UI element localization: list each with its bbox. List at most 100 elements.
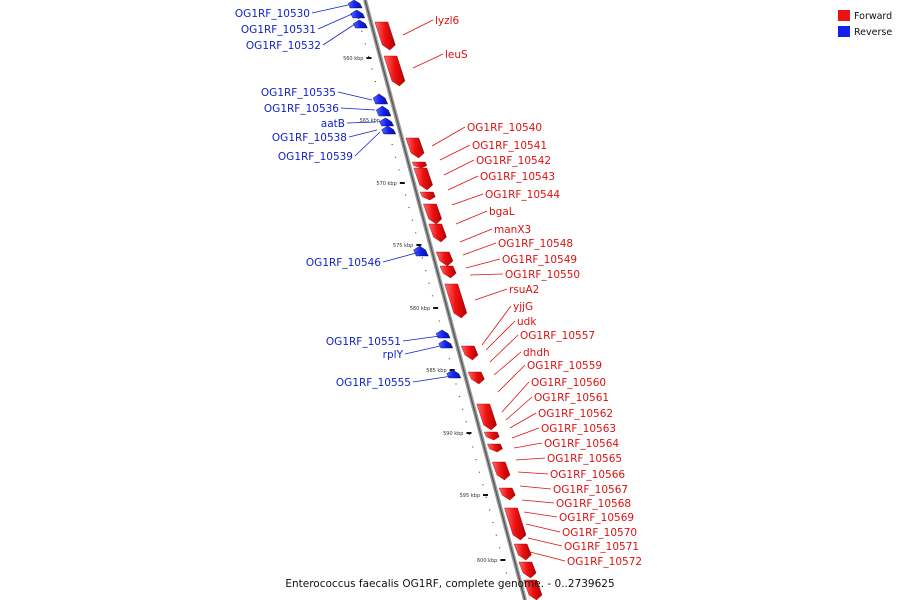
reverse-gene-labels: OG1RF_10530 OG1RF_10531 OG1RF_10532 OG1RF_1… bbox=[235, 8, 411, 389]
forward-leader-line bbox=[527, 537, 563, 547]
legend: Forward Reverse bbox=[838, 10, 892, 38]
forward-leader-line bbox=[485, 320, 516, 351]
forward-leader-line bbox=[459, 228, 493, 243]
forward-feature bbox=[423, 203, 442, 225]
forward-gene-label: OG1RF_10559 bbox=[527, 360, 602, 372]
forward-leader-line bbox=[489, 334, 519, 363]
reverse-leader-line bbox=[346, 121, 377, 124]
forward-feature bbox=[523, 579, 543, 600]
forward-feature bbox=[413, 167, 433, 191]
legend-reverse-label: Reverse bbox=[854, 27, 892, 38]
forward-gene-label: OG1RF_10548 bbox=[498, 238, 573, 250]
forward-gene-label: OG1RF_10560 bbox=[531, 377, 606, 389]
forward-gene-label: OG1RF_10561 bbox=[534, 392, 609, 404]
forward-gene-label: OG1RF_10542 bbox=[476, 155, 551, 167]
forward-feature bbox=[504, 507, 527, 541]
reverse-leader-line bbox=[382, 251, 421, 263]
forward-gene-label: udk bbox=[517, 316, 537, 328]
tick-label: 585 kbp bbox=[426, 368, 446, 374]
forward-gene-label: OG1RF_10543 bbox=[480, 171, 555, 183]
forward-feature bbox=[405, 137, 425, 159]
reverse-gene-label: OG1RF_10536 bbox=[264, 103, 339, 115]
forward-leader-line bbox=[519, 485, 552, 490]
reverse-leader-line bbox=[340, 107, 376, 111]
tick-label: 595 kbp bbox=[460, 493, 480, 499]
forward-feature bbox=[498, 487, 516, 501]
reverse-gene-label: OG1RF_10532 bbox=[246, 40, 321, 52]
reverse-feature bbox=[353, 19, 368, 29]
tick-label: 580 kbp bbox=[410, 306, 430, 312]
reverse-feature bbox=[435, 329, 451, 339]
forward-gene-label: rsuA2 bbox=[509, 284, 539, 296]
forward-feature bbox=[460, 345, 479, 361]
reverse-leader-line bbox=[317, 13, 353, 30]
forward-feature bbox=[428, 223, 447, 243]
forward-feature bbox=[383, 55, 406, 87]
genome-caption: Enterococcus faecalis OG1RF, complete ge… bbox=[285, 578, 614, 590]
forward-gene-label: OG1RF_10557 bbox=[520, 330, 595, 342]
reverse-features bbox=[347, 0, 462, 379]
forward-feature bbox=[419, 191, 436, 201]
forward-leader-line bbox=[474, 288, 508, 301]
tick-label: 600 kbp bbox=[477, 558, 497, 564]
forward-leader-line bbox=[465, 258, 501, 269]
reverse-feature bbox=[413, 245, 429, 257]
reverse-leader-line bbox=[354, 131, 381, 157]
forward-feature bbox=[411, 161, 428, 169]
forward-gene-label: OG1RF_10569 bbox=[559, 512, 634, 524]
forward-leader-line bbox=[497, 364, 526, 393]
tick-label: 565 kbp bbox=[360, 118, 380, 124]
tick-label: 575 kbp bbox=[393, 243, 413, 249]
genome-backbone-core bbox=[364, 0, 526, 600]
forward-leader-line bbox=[509, 412, 537, 429]
reverse-leader-line bbox=[412, 375, 453, 383]
forward-gene-label: OG1RF_10540 bbox=[467, 122, 542, 134]
reverse-feature bbox=[379, 117, 394, 127]
forward-leader-line bbox=[501, 381, 530, 413]
legend-forward-label: Forward bbox=[854, 11, 892, 22]
reverse-gene-label: rplY bbox=[383, 349, 404, 361]
forward-leader-line bbox=[412, 53, 444, 69]
forward-leader-line bbox=[462, 242, 497, 256]
reverse-gene-label: OG1RF_10531 bbox=[241, 24, 316, 36]
reverse-leader-line bbox=[404, 345, 441, 355]
forward-leader-line bbox=[505, 396, 533, 421]
reverse-leader-line bbox=[348, 129, 378, 138]
reverse-leader-line bbox=[337, 91, 373, 101]
reverse-gene-label: aatB bbox=[321, 118, 345, 130]
forward-features bbox=[374, 21, 543, 600]
forward-gene-label: yjjG bbox=[513, 301, 533, 313]
reverse-feature bbox=[438, 339, 454, 349]
forward-gene-label: leuS bbox=[445, 49, 468, 61]
forward-leader-line bbox=[517, 471, 549, 475]
forward-leader-line bbox=[469, 273, 504, 276]
forward-gene-label: OG1RF_10570 bbox=[562, 527, 637, 539]
forward-leader-line bbox=[402, 19, 434, 36]
forward-gene-label: OG1RF_10566 bbox=[550, 469, 625, 481]
forward-leader-line bbox=[515, 457, 546, 461]
reverse-gene-label: OG1RF_10535 bbox=[261, 87, 336, 99]
forward-feature bbox=[374, 21, 396, 51]
forward-leader-line bbox=[451, 193, 484, 206]
forward-leader-lines bbox=[402, 19, 566, 562]
reverse-feature bbox=[381, 125, 397, 135]
reverse-gene-label: OG1RF_10546 bbox=[306, 257, 381, 269]
forward-feature bbox=[491, 461, 511, 481]
forward-gene-label: bgaL bbox=[489, 206, 515, 218]
forward-gene-label: OG1RF_10567 bbox=[553, 484, 628, 496]
reverse-feature bbox=[350, 9, 366, 19]
forward-gene-label: OG1RF_10562 bbox=[538, 408, 613, 420]
reverse-feature bbox=[376, 105, 392, 117]
forward-gene-label: OG1RF_10572 bbox=[567, 556, 642, 568]
forward-leader-line bbox=[511, 427, 540, 439]
forward-leader-line bbox=[439, 144, 471, 161]
forward-feature bbox=[439, 265, 457, 279]
legend-reverse-swatch bbox=[838, 26, 850, 37]
forward-gene-labels: lyzl6 leuS OG1RF_10540 OG1RF_10541 OG1RF_105… bbox=[435, 15, 642, 568]
forward-gene-label: OG1RF_10549 bbox=[502, 254, 577, 266]
forward-feature bbox=[487, 443, 503, 453]
forward-leader-line bbox=[481, 305, 512, 346]
forward-leader-line bbox=[455, 210, 488, 225]
forward-feature bbox=[513, 543, 532, 561]
